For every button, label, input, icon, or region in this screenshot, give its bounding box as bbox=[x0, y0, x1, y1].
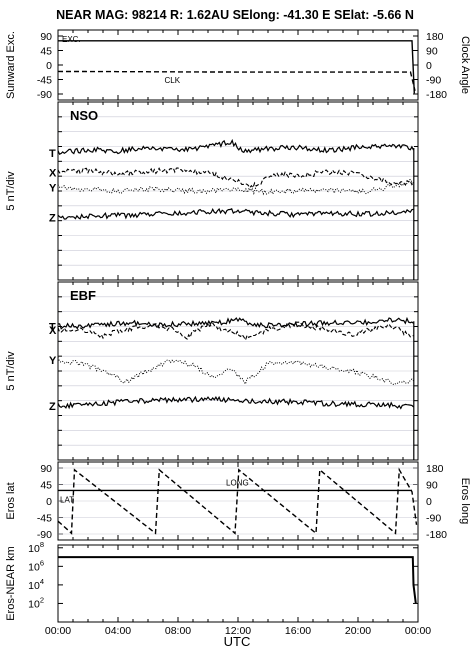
y-tick-label: -90 bbox=[37, 89, 52, 101]
series-line-distance bbox=[58, 556, 417, 604]
series-label-z: Z bbox=[49, 401, 56, 413]
y-tick-label: -45 bbox=[37, 513, 52, 525]
series-label-t: T bbox=[49, 148, 56, 160]
series-line-exc bbox=[58, 40, 415, 94]
x-tick-label: 12:00 bbox=[225, 625, 251, 637]
series-label-clk: CLK bbox=[165, 76, 181, 85]
panel-ebf bbox=[57, 281, 419, 461]
x-tick-label: 04:00 bbox=[105, 625, 131, 637]
y-tick-label: 90 bbox=[40, 463, 52, 475]
y-tick-label: 102 bbox=[28, 595, 44, 610]
y-axis-label: Eros lat bbox=[5, 482, 17, 519]
series-line-t bbox=[58, 316, 414, 330]
x-tick-label: 08:00 bbox=[165, 625, 191, 637]
x-tick-label: 20:00 bbox=[345, 625, 371, 637]
y-tick-label: 106 bbox=[28, 558, 44, 573]
series-line-y bbox=[57, 357, 414, 386]
series-line-x bbox=[57, 321, 414, 342]
y-tick-label-right: -180 bbox=[426, 529, 447, 541]
y-tick-label: 104 bbox=[28, 577, 44, 592]
y-axis-label: Eros-NEAR km bbox=[5, 546, 17, 621]
series-line-clk bbox=[57, 70, 416, 91]
y-tick-label: 108 bbox=[28, 540, 44, 555]
y-tick-label: 45 bbox=[40, 46, 52, 58]
y-tick-label-right: 0 bbox=[426, 496, 432, 508]
y-tick-label: 0 bbox=[46, 496, 52, 508]
series-label-y: Y bbox=[49, 182, 57, 194]
series-label-exc: EXC. bbox=[62, 35, 81, 44]
y-tick-label-right: -180 bbox=[426, 89, 447, 101]
series-line-z bbox=[57, 207, 414, 220]
y-tick-label-right: 0 bbox=[426, 60, 432, 72]
y-tick-label: -90 bbox=[37, 529, 52, 541]
y-tick-label: 90 bbox=[40, 31, 52, 43]
series-label-x: X bbox=[49, 325, 57, 337]
series-line-long bbox=[57, 467, 418, 535]
x-tick-label: 00:00 bbox=[405, 625, 431, 637]
series-label-y: Y bbox=[49, 355, 57, 367]
y-tick-label-right: 90 bbox=[426, 480, 438, 492]
y-tick-label: -45 bbox=[37, 75, 52, 87]
series-label-long: LONG bbox=[226, 478, 249, 487]
y-tick-label: 45 bbox=[40, 480, 52, 492]
y-axis-label: 5 nT/div bbox=[5, 171, 17, 211]
y-tick-label-right: 180 bbox=[426, 463, 444, 475]
series-label-t: T bbox=[49, 322, 56, 334]
panel-dist bbox=[57, 544, 419, 623]
panel-sun bbox=[57, 29, 419, 101]
y-tick-label-right: 90 bbox=[426, 46, 438, 58]
series-line-z bbox=[57, 395, 414, 410]
panel-eros bbox=[57, 461, 419, 541]
x-axis-label: UTC bbox=[224, 634, 251, 649]
panel-label-ebf: EBF bbox=[70, 288, 96, 303]
x-tick-label: 16:00 bbox=[285, 625, 311, 637]
y-axis-label-right: Eros long bbox=[459, 478, 471, 524]
y-tick-label: 0 bbox=[46, 60, 52, 72]
figure-title: NEAR MAG: 98214 R: 1.62AU SElong: -41.30… bbox=[56, 8, 414, 22]
y-tick-label-right: 180 bbox=[426, 31, 444, 43]
series-line-t bbox=[57, 138, 415, 156]
series-line-y bbox=[57, 178, 414, 196]
panel-label-nso: NSO bbox=[70, 108, 98, 123]
y-tick-label-right: -90 bbox=[426, 513, 441, 525]
panel-nso bbox=[57, 101, 419, 281]
y-axis-label: Sunward Exc. bbox=[5, 31, 17, 99]
y-tick-label-right: -90 bbox=[426, 75, 441, 87]
series-label-lat: LAT bbox=[60, 495, 74, 504]
series-line-x bbox=[57, 167, 414, 189]
y-axis-label: 5 nT/div bbox=[5, 351, 17, 391]
y-axis-label-right: Clock Angle bbox=[459, 36, 471, 94]
series-label-x: X bbox=[49, 167, 57, 179]
x-tick-label: 00:00 bbox=[45, 625, 71, 637]
series-label-z: Z bbox=[49, 213, 56, 225]
